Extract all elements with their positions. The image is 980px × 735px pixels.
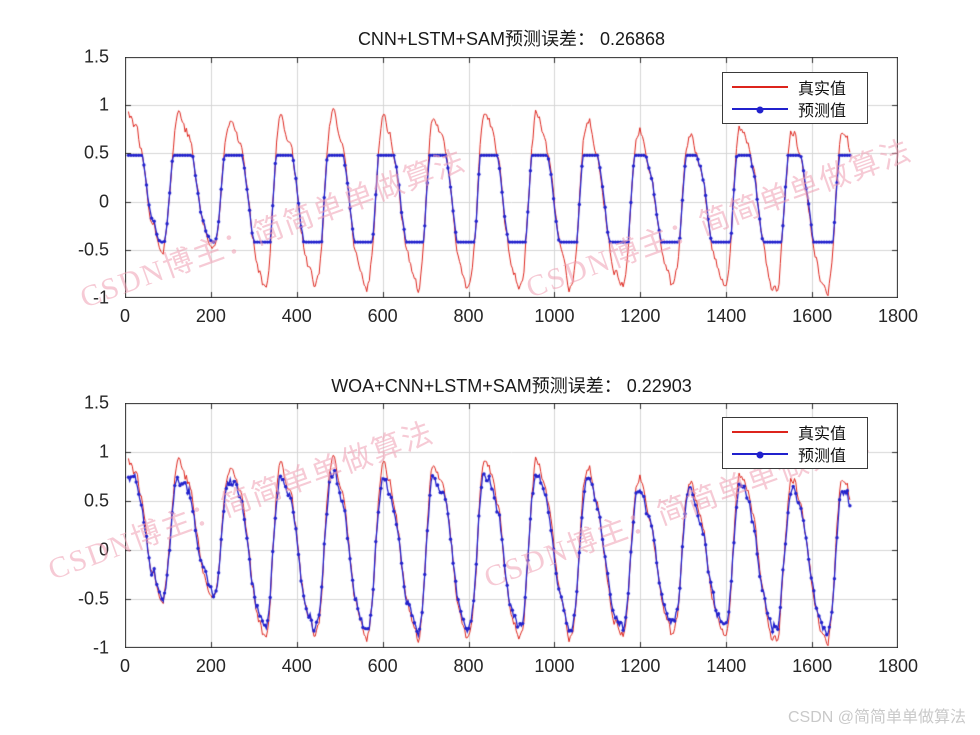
red-line-sample: [732, 86, 788, 88]
legend-label-pred: 预测值: [798, 448, 847, 465]
y-tick-label: -1: [92, 287, 109, 308]
x-tick-label: 600: [367, 656, 398, 676]
x-tick-label: 0: [119, 656, 131, 676]
x-tick-label: 600: [367, 306, 398, 326]
subplot-top-y-axis: -1 -0.5 0 0.5 1 1.5: [61, 47, 117, 308]
x-tick-label: 1000: [534, 656, 575, 676]
x-tick-label: 200: [195, 656, 226, 676]
x-tick-label: 1400: [706, 306, 747, 326]
marker-dot-icon: [756, 451, 764, 459]
legend-entry-true: 真实值: [723, 421, 867, 443]
subplot-bottom-legend: 真实值 预测值: [722, 417, 868, 469]
x-tick-label: 1600: [792, 656, 833, 676]
blue-line-dot-sample: [732, 106, 788, 114]
x-tick-label: 1200: [620, 306, 661, 326]
legend-entry-true: 真实值: [723, 76, 867, 98]
y-tick-label: 1: [98, 441, 109, 462]
legend-label-true: 真实值: [798, 81, 847, 98]
x-tick-label: 1600: [792, 306, 833, 326]
legend-label-true: 真实值: [798, 426, 847, 443]
x-tick-label: 1400: [706, 656, 747, 676]
y-tick-label: 1.5: [83, 392, 109, 413]
x-tick-label: 200: [195, 306, 226, 326]
subplot-top-x-axis: 0 200 400 600 800 1000 1200 1400 1600 1800: [120, 298, 918, 326]
marker-dot-icon: [756, 106, 764, 114]
y-tick-label: 0.5: [83, 142, 109, 163]
subplot-bottom-plot-area: 0 200 400 600 800 1000 1200 1400 1600 1800 -1 -0.5…: [78, 393, 918, 677]
x-tick-label: 0: [119, 306, 131, 326]
x-tick-label: 800: [453, 656, 484, 676]
y-tick-label: 1: [98, 94, 109, 115]
y-tick-label: -1: [92, 637, 109, 658]
y-tick-label: -0.5: [77, 239, 109, 260]
subplot-bottom-y-axis: -1 -0.5 0 0.5 1 1.5: [61, 393, 117, 658]
subplot-bottom-x-axis: 0 200 400 600 800 1000 1200 1400 1600 1800: [120, 648, 918, 676]
y-tick-label: -0.5: [77, 588, 109, 609]
x-tick-label: 1800: [877, 656, 919, 676]
y-tick-label: 0.5: [83, 490, 109, 511]
red-line-sample: [732, 431, 788, 433]
x-tick-label: 1800: [877, 306, 919, 326]
x-tick-label: 800: [453, 306, 484, 326]
blue-line-dot-sample: [732, 451, 788, 459]
x-tick-label: 400: [281, 306, 312, 326]
y-tick-label: 0: [98, 191, 109, 212]
csdn-credit: CSDN @简简单单做算法: [787, 709, 966, 726]
x-tick-label: 1200: [620, 656, 661, 676]
legend-entry-pred: 预测值: [723, 443, 867, 465]
legend-label-pred: 预测值: [798, 103, 847, 120]
subplot-bottom-title: WOA+CNN+LSTM+SAM预测误差： 0.22903: [331, 376, 692, 396]
x-tick-label: 400: [281, 656, 312, 676]
legend-entry-pred: 预测值: [723, 98, 867, 120]
x-tick-label: 1000: [534, 306, 575, 326]
y-tick-label: 0: [98, 539, 109, 560]
subplot-top-title: CNN+LSTM+SAM预测误差： 0.26868: [357, 29, 666, 49]
y-tick-label: 1.5: [83, 46, 109, 67]
subplot-top-legend: 真实值 预测值: [722, 72, 868, 124]
subplot-top-plot-area: 0 200 400 600 800 1000 1200 1400 1600 1800 -1 -0.5…: [78, 47, 918, 327]
